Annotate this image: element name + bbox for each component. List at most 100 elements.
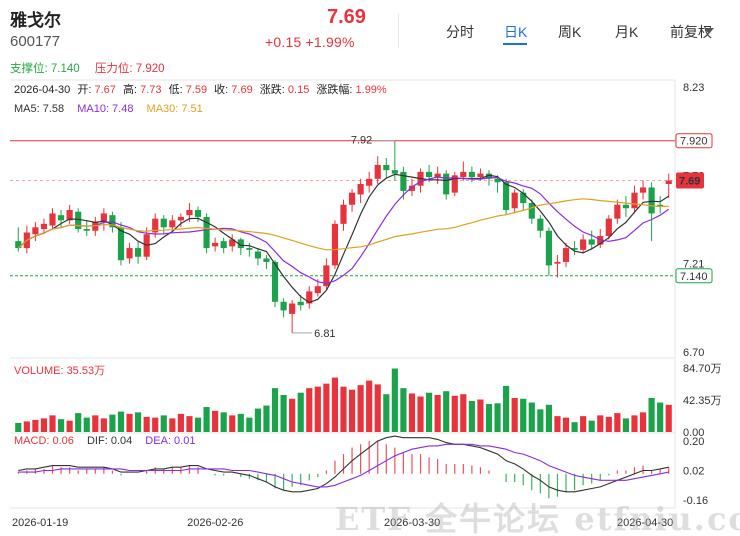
candle-body bbox=[537, 218, 544, 231]
volume-bar bbox=[485, 404, 493, 432]
volume-bar bbox=[434, 394, 441, 432]
chg-label: 涨跌 bbox=[259, 84, 282, 96]
volume-bar bbox=[580, 416, 587, 432]
volume-bar bbox=[408, 393, 416, 432]
high-value: 7.73 bbox=[140, 84, 162, 96]
volume-bar bbox=[169, 418, 176, 432]
candle-body bbox=[657, 204, 664, 207]
close-label: 收 bbox=[214, 84, 226, 96]
dea-value: DEA: 0.01 bbox=[145, 435, 196, 447]
volume-bar bbox=[468, 401, 475, 432]
volume-bar bbox=[289, 398, 296, 432]
macd-legend: MACD: 0.06 DIF: 0.04 DEA: 0.01 bbox=[14, 435, 195, 447]
volume-bar bbox=[177, 413, 184, 432]
support-level: 支撑位: 7.140 bbox=[10, 63, 80, 75]
adjust-dropdown[interactable]: 前复权 bbox=[670, 24, 712, 40]
volume-bar bbox=[648, 397, 655, 432]
candle-body bbox=[554, 261, 561, 264]
date-axis-tick: 2026-04-30 bbox=[617, 517, 673, 529]
volume-bar bbox=[537, 409, 544, 432]
volume-bar bbox=[665, 404, 672, 432]
volume-bar bbox=[109, 414, 116, 432]
volume-bar bbox=[622, 418, 630, 432]
volume-bar bbox=[357, 385, 364, 432]
tab-intraday[interactable]: 分时 bbox=[446, 24, 474, 40]
tab-weekly-k[interactable]: 周K bbox=[558, 24, 582, 40]
current-price-tag: 7.69 bbox=[679, 176, 700, 188]
candle-body bbox=[494, 178, 501, 183]
date-axis-tick: 2026-01-19 bbox=[12, 517, 68, 529]
volume-bar bbox=[571, 422, 578, 432]
volume-bar bbox=[554, 416, 561, 432]
tab-monthly-k[interactable]: 月K bbox=[615, 24, 639, 40]
candle-body bbox=[622, 204, 630, 209]
candle-body bbox=[605, 218, 612, 236]
pressure-tag: 7.920 bbox=[680, 136, 708, 148]
candle-body bbox=[631, 192, 638, 209]
candle-body bbox=[408, 185, 416, 191]
price-axis-tick: 6.70 bbox=[683, 347, 704, 359]
candle-body bbox=[485, 173, 493, 179]
chevron-down-icon[interactable] bbox=[704, 28, 714, 34]
volume-bar bbox=[631, 415, 638, 432]
volume-bar bbox=[451, 395, 458, 432]
low-value: 7.59 bbox=[185, 84, 208, 96]
candle-body bbox=[468, 171, 475, 178]
volume-bar bbox=[460, 394, 467, 432]
volume-bar bbox=[614, 413, 621, 432]
volume-bar bbox=[220, 412, 227, 432]
volume-bar bbox=[366, 380, 373, 432]
ma-legend: MA5: 7.58 MA10: 7.48 MA30: 7.51 bbox=[14, 103, 203, 115]
candle-body bbox=[614, 204, 621, 219]
candle-body bbox=[426, 171, 433, 178]
candle-body bbox=[92, 222, 99, 231]
candle-body bbox=[391, 170, 398, 174]
candle-body bbox=[460, 171, 467, 178]
candle-body bbox=[75, 211, 82, 230]
volume-bar bbox=[92, 415, 99, 432]
macd-axis-tick: 0.20 bbox=[683, 436, 704, 448]
stock-code: 600177 bbox=[10, 33, 61, 50]
candle-body bbox=[528, 203, 535, 219]
candle-body bbox=[639, 187, 647, 193]
volume-bar bbox=[306, 388, 313, 432]
candle-body bbox=[212, 242, 219, 247]
volume-bar bbox=[511, 397, 518, 432]
candle-body bbox=[545, 230, 552, 266]
candle-body bbox=[306, 291, 313, 304]
volume-bar bbox=[57, 419, 65, 432]
active-tab-indicator bbox=[503, 43, 527, 45]
volume-bar bbox=[443, 391, 450, 432]
current-price-tag-box bbox=[676, 172, 704, 189]
candle-body bbox=[477, 173, 484, 178]
candle-body bbox=[383, 164, 390, 171]
dif-line bbox=[18, 435, 669, 493]
volume-bar bbox=[203, 407, 210, 432]
price-axis-tick: 8.23 bbox=[683, 82, 704, 94]
candle-body bbox=[588, 239, 595, 245]
volume-bar bbox=[229, 415, 236, 432]
volume-bar bbox=[143, 416, 150, 432]
volume-bar bbox=[297, 392, 304, 432]
pct-label: 涨跌幅 bbox=[316, 84, 350, 96]
candle-body bbox=[357, 183, 364, 195]
volume-bar bbox=[49, 415, 56, 432]
pct-value: 1.99% bbox=[355, 84, 387, 96]
volume-bar bbox=[254, 408, 261, 432]
volume-bar bbox=[263, 405, 270, 432]
ma30-line bbox=[17, 198, 669, 251]
ohlc-info-row: 2026-04-30 开: 7.67 高: 7.73 低: 7.59 收: 7.… bbox=[14, 84, 387, 96]
volume-bar bbox=[271, 388, 279, 432]
candle-body bbox=[40, 223, 48, 230]
volume-bar bbox=[391, 368, 398, 432]
candle-body bbox=[229, 239, 236, 247]
tab-daily-k[interactable]: 日K bbox=[504, 24, 528, 40]
candle-body bbox=[348, 192, 356, 205]
macd-axis-tick: -0.16 bbox=[683, 495, 708, 507]
volume-bar bbox=[32, 419, 39, 432]
volume-bar bbox=[605, 416, 612, 432]
candle-body bbox=[434, 173, 441, 178]
volume-bar bbox=[237, 413, 244, 432]
candle-body bbox=[83, 229, 90, 231]
